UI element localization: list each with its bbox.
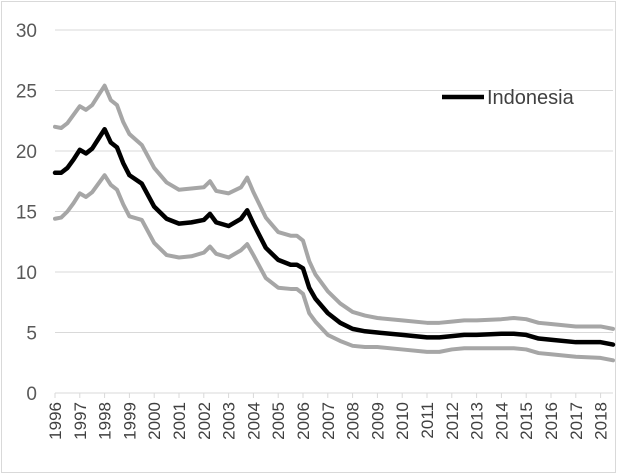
- x-tick-label: 2001: [170, 402, 189, 440]
- legend: Indonesia: [442, 87, 575, 109]
- x-tick-label: 1996: [46, 402, 65, 440]
- x-tick-label: 2002: [195, 402, 214, 440]
- x-tick-label: 1997: [71, 402, 90, 440]
- y-tick-label: 30: [16, 21, 37, 42]
- y-tick-label: 25: [16, 82, 37, 103]
- x-tick-label: 1998: [96, 402, 115, 440]
- y-tick-label: 5: [26, 324, 37, 345]
- x-tick-label: 2006: [294, 402, 313, 440]
- x-tick-label: 2016: [542, 402, 561, 440]
- y-axis-labels: 0 5 10 15 20 25 30: [16, 21, 37, 405]
- x-tick-label: 2012: [443, 402, 462, 440]
- x-tick-label: 2003: [220, 402, 239, 440]
- x-tick-label: 2018: [592, 402, 611, 440]
- x-tick-label: 2011: [418, 402, 437, 439]
- y-tick-label: 20: [16, 142, 37, 163]
- series-line-lower-bound: [53, 173, 615, 363]
- series-line-point-estimate: [52, 126, 616, 347]
- x-axis: [54, 392, 613, 398]
- y-tick-label: 0: [26, 384, 37, 405]
- x-tick-label: 2000: [145, 402, 164, 440]
- series-line-upper-bound: [53, 83, 615, 331]
- series-lines: [52, 83, 616, 363]
- x-tick-label: 2005: [269, 402, 288, 440]
- x-tick-label: 2007: [319, 402, 338, 440]
- x-tick-label: 2009: [368, 402, 387, 440]
- x-tick-label: 2014: [492, 402, 511, 440]
- y-tick-label: 10: [16, 263, 37, 284]
- x-tick-label: 2008: [344, 402, 363, 440]
- x-tick-label: 1999: [120, 402, 139, 440]
- x-tick-label: 2013: [468, 402, 487, 440]
- x-tick-label: 2004: [244, 402, 263, 440]
- x-tick-label: 2015: [517, 402, 536, 440]
- x-tick-label: 2017: [567, 402, 586, 440]
- x-tick-label: 2010: [393, 402, 412, 440]
- y-tick-label: 15: [16, 203, 37, 224]
- x-axis-labels: 1996 1997 1998 1999 2000 2001 2002 2003 2004 2005…: [46, 402, 611, 440]
- legend-label-indonesia: Indonesia: [487, 87, 575, 109]
